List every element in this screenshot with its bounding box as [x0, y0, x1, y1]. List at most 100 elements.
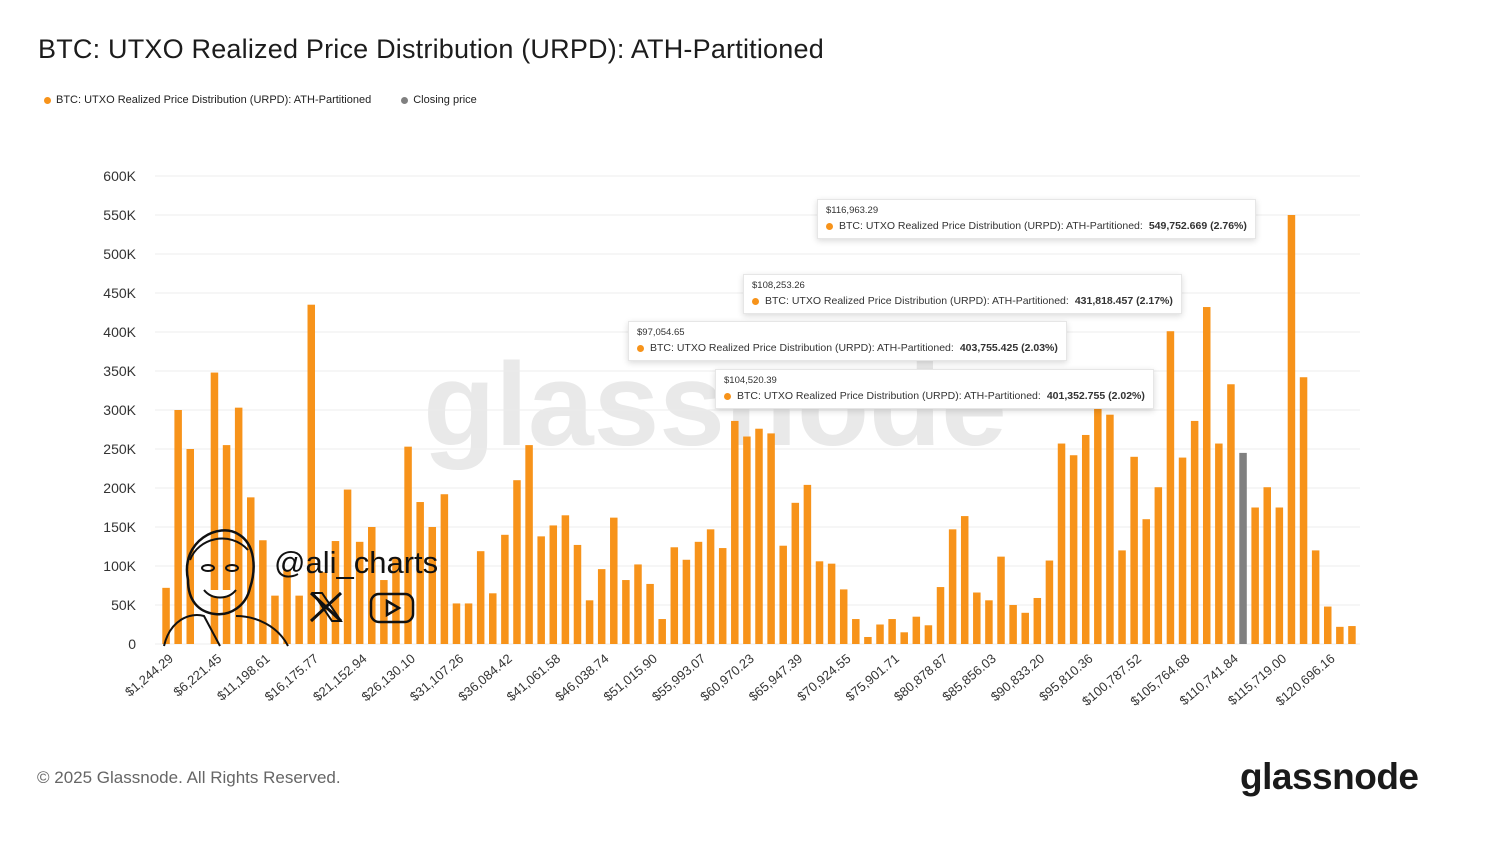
urpd-bar[interactable]: [307, 304, 316, 644]
urpd-bar[interactable]: [924, 625, 933, 644]
urpd-bar[interactable]: [162, 587, 170, 644]
urpd-bar[interactable]: [1106, 414, 1114, 644]
urpd-bar[interactable]: [755, 428, 763, 644]
urpd-bar[interactable]: [1336, 626, 1344, 644]
urpd-bar[interactable]: [1202, 307, 1211, 644]
urpd-bar[interactable]: [428, 527, 437, 644]
urpd-bar[interactable]: [247, 497, 255, 644]
urpd-bar[interactable]: [864, 636, 872, 644]
urpd-bar[interactable]: [501, 534, 509, 644]
urpd-bar[interactable]: [1251, 507, 1259, 645]
urpd-bar[interactable]: [1215, 443, 1223, 644]
urpd-bar[interactable]: [791, 502, 800, 644]
urpd-bar[interactable]: [234, 407, 243, 644]
urpd-bar[interactable]: [561, 515, 570, 644]
urpd-bar[interactable]: [1227, 384, 1235, 644]
urpd-bar[interactable]: [1142, 519, 1150, 644]
urpd-bar[interactable]: [622, 580, 630, 644]
urpd-bar[interactable]: [718, 548, 727, 644]
urpd-bar[interactable]: [948, 529, 957, 644]
urpd-bar[interactable]: [997, 556, 1005, 644]
urpd-bar[interactable]: [404, 446, 412, 644]
urpd-bar[interactable]: [537, 536, 545, 644]
urpd-bar[interactable]: [440, 494, 449, 644]
urpd-bar[interactable]: [1130, 456, 1138, 644]
urpd-bar[interactable]: [174, 410, 182, 644]
urpd-bar[interactable]: [973, 592, 981, 644]
urpd-bar[interactable]: [1118, 550, 1126, 644]
urpd-bar[interactable]: [912, 616, 921, 644]
urpd-bar[interactable]: [767, 433, 775, 644]
urpd-bar[interactable]: [331, 541, 340, 644]
urpd-bar[interactable]: [295, 595, 303, 644]
urpd-bar[interactable]: [271, 595, 279, 644]
urpd-bar[interactable]: [658, 619, 666, 644]
urpd-bar[interactable]: [610, 517, 618, 644]
urpd-bar[interactable]: [803, 484, 812, 644]
urpd-bar[interactable]: [1081, 434, 1090, 644]
urpd-bar[interactable]: [343, 489, 352, 644]
urpd-bar[interactable]: [259, 540, 267, 644]
urpd-bar[interactable]: [283, 569, 291, 644]
urpd-bar[interactable]: [585, 600, 594, 644]
urpd-bar[interactable]: [876, 624, 884, 645]
urpd-bar[interactable]: [1057, 443, 1066, 644]
urpd-bar[interactable]: [573, 544, 582, 644]
urpd-bar[interactable]: [210, 372, 219, 644]
urpd-bar[interactable]: [900, 632, 908, 644]
legend-item-closing-price[interactable]: Closing price: [401, 94, 477, 106]
urpd-bar[interactable]: [1069, 455, 1078, 644]
urpd-bar[interactable]: [1094, 371, 1102, 644]
urpd-bar[interactable]: [525, 445, 533, 644]
urpd-bar[interactable]: [452, 603, 461, 644]
urpd-bar[interactable]: [1275, 507, 1284, 645]
urpd-bar[interactable]: [985, 600, 993, 644]
urpd-bar[interactable]: [489, 593, 497, 644]
urpd-bar[interactable]: [1348, 626, 1356, 644]
urpd-bar[interactable]: [1154, 487, 1163, 644]
urpd-bar[interactable]: [355, 541, 364, 644]
urpd-bar[interactable]: [476, 551, 485, 644]
urpd-bar[interactable]: [743, 436, 751, 644]
urpd-bar[interactable]: [1178, 457, 1187, 644]
urpd-bar[interactable]: [706, 529, 715, 644]
urpd-bar[interactable]: [222, 445, 231, 644]
closing-price-bar[interactable]: [1239, 452, 1247, 644]
urpd-bar[interactable]: [1299, 377, 1308, 644]
urpd-bar[interactable]: [1287, 215, 1296, 644]
urpd-bar[interactable]: [1033, 597, 1042, 644]
urpd-bar[interactable]: [1311, 550, 1320, 644]
urpd-bar[interactable]: [1166, 331, 1175, 644]
urpd-bar[interactable]: [416, 502, 424, 644]
urpd-bar[interactable]: [731, 420, 739, 644]
urpd-bar[interactable]: [186, 449, 195, 644]
urpd-bar[interactable]: [1323, 606, 1332, 644]
urpd-bar[interactable]: [1009, 605, 1017, 644]
urpd-bar[interactable]: [380, 580, 388, 644]
urpd-bar[interactable]: [682, 559, 691, 644]
urpd-bar[interactable]: [936, 587, 945, 644]
urpd-bar[interactable]: [779, 545, 787, 644]
urpd-bar[interactable]: [670, 547, 679, 644]
urpd-bar[interactable]: [827, 563, 836, 644]
urpd-bar[interactable]: [646, 583, 654, 644]
urpd-bar[interactable]: [368, 527, 376, 644]
urpd-bar[interactable]: [634, 564, 642, 644]
urpd-bar[interactable]: [464, 603, 473, 644]
urpd-bar[interactable]: [960, 516, 969, 644]
urpd-bar[interactable]: [852, 619, 860, 644]
urpd-bar[interactable]: [888, 619, 896, 644]
urpd-bar[interactable]: [513, 480, 521, 644]
urpd-bar[interactable]: [597, 569, 606, 644]
urpd-bar[interactable]: [815, 561, 824, 644]
urpd-bar[interactable]: [1045, 560, 1054, 644]
urpd-bar[interactable]: [839, 589, 848, 644]
urpd-bar[interactable]: [1263, 487, 1271, 644]
urpd-bar[interactable]: [1190, 420, 1199, 644]
urpd-bar[interactable]: [549, 525, 558, 644]
urpd-bar[interactable]: [694, 541, 703, 644]
urpd-bar[interactable]: [1021, 612, 1029, 644]
legend-item-urpd[interactable]: BTC: UTXO Realized Price Distribution (U…: [44, 94, 371, 106]
urpd-bar[interactable]: [392, 558, 400, 644]
y-tick-label: 50K: [111, 597, 137, 613]
